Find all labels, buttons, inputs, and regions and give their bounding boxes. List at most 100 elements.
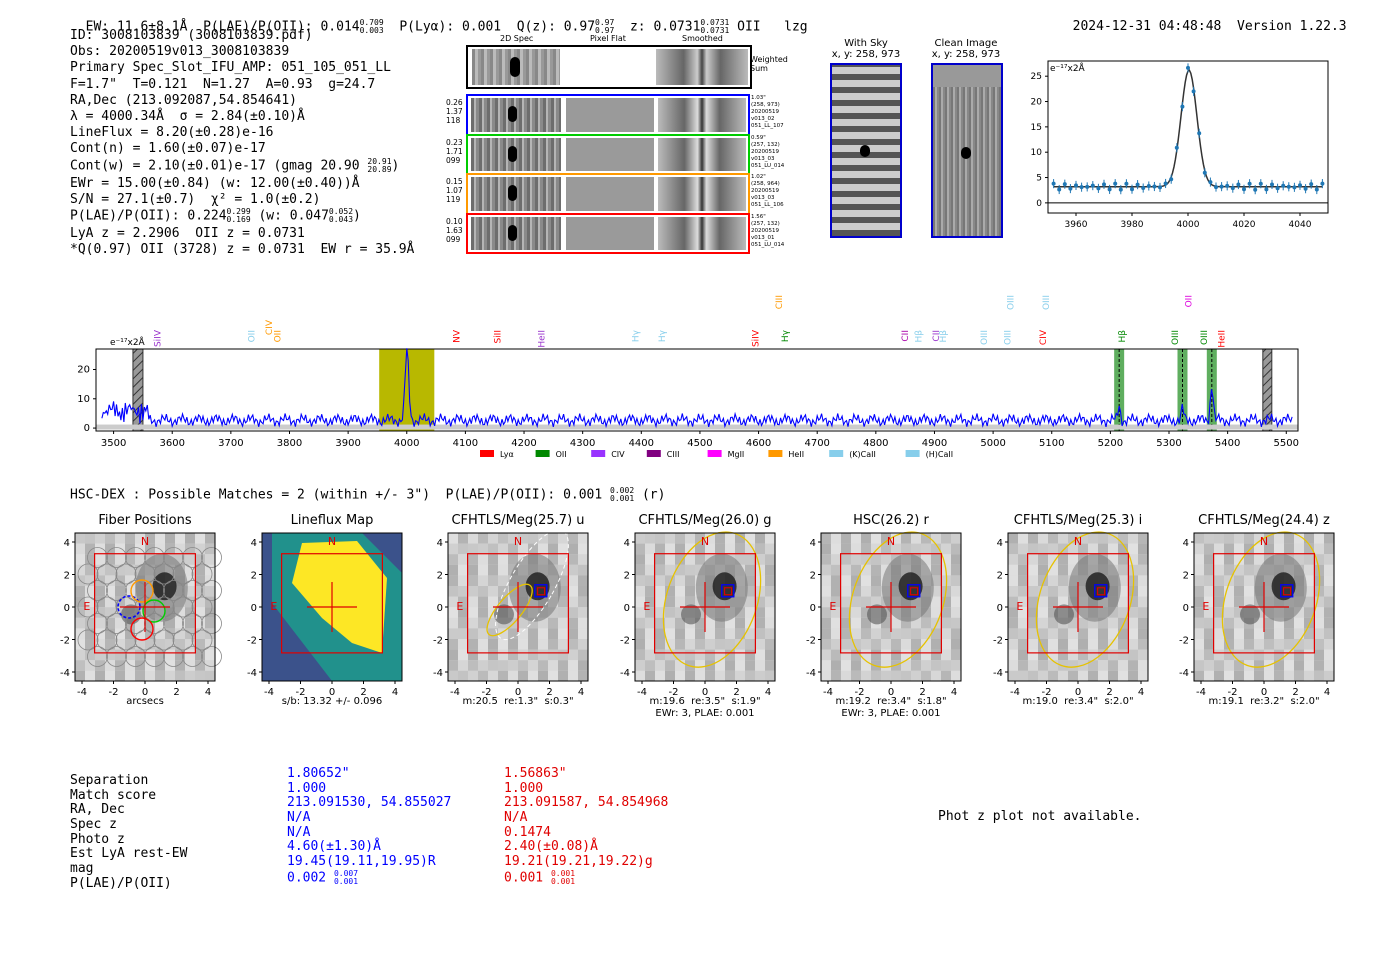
noise-pixel [1028,586,1038,597]
noise-pixel [518,649,528,661]
noise-pixel [745,575,755,586]
noise-pixel [755,543,765,555]
panel-caption2-3: EWr: 3, PLAE: 0.001 [655,708,755,719]
linefit-marker [1208,180,1213,185]
noise-pixel [881,639,891,650]
cutout-emission-2 [508,185,517,201]
noise-pixel [851,586,861,597]
east-label: E [1016,600,1023,613]
linefit-marker [1191,89,1196,94]
noise-pixel [105,660,115,671]
noise-pixel [478,670,488,682]
noise-pixel [538,670,548,682]
noise-pixel [1314,617,1324,629]
noise-pixel [1314,596,1324,608]
label-lya-ew: Est LyA rest-EW [70,846,188,862]
noise-pixel [1058,564,1068,576]
panel-ytick-label: 0 [251,603,257,614]
panel-ytick-label: -4 [433,668,443,679]
panel-ytick-label: -4 [247,668,257,679]
linefit-data-point [1079,182,1084,192]
spectrum-line-label: Hγ [631,329,641,342]
noise-pixel [675,543,685,555]
info-contw-lo: 20.89 [367,164,392,174]
linefit-data-point [1258,179,1263,189]
noise-pixel [125,639,135,650]
noise-pixel [765,533,775,544]
panel-ytick-label: 0 [624,603,630,614]
noise-pixel [448,639,458,650]
noise-pixel [1284,660,1294,671]
noise-pixel [1214,617,1224,629]
noise-pixel [478,543,488,555]
noise-pixel [821,607,831,618]
noise-pixel [95,543,105,555]
east-label: E [1202,600,1209,613]
noise-pixel [901,639,911,650]
noise-pixel [1108,607,1118,618]
noise-pixel [1138,596,1148,608]
noise-pixel [1008,564,1018,576]
noise-pixel [568,670,578,682]
noise-pixel [1194,586,1204,597]
noise-pixel [1018,617,1028,629]
m2-mag: 19.21(19.21,19.22)g [504,854,653,870]
noise-pixel [478,554,488,565]
noise-pixel [861,586,871,597]
noise-pixel [1254,660,1264,671]
noise-pixel [901,617,911,629]
cutout-right-1-2: 20200519 [751,148,779,155]
hsc-dex-band: (r) [641,487,666,503]
noise-pixel [175,670,185,682]
header-ew: EW: 11.6±8.1Å [85,19,188,35]
noise-pixel [1254,649,1264,661]
noise-pixel [1294,533,1304,544]
m1-match-score: 1.000 [287,780,327,796]
noise-pixel [911,660,921,671]
noise-pixel [655,607,665,618]
panel-ytick-label: 2 [810,571,816,582]
fiber-circle [153,629,175,651]
noise-pixel [851,660,861,671]
noise-pixel [655,586,665,597]
noise-pixel [675,533,685,544]
linefit-marker [1236,182,1241,187]
info-plae-w: (w: 0.047 [258,208,329,224]
noise-pixel [901,533,911,544]
noise-pixel [675,628,685,639]
noise-pixel [685,564,695,576]
panel-xtick-label: 4 [765,687,771,698]
noise-pixel [1028,554,1038,565]
cutout-right-2-4: 051_LL_106 [751,202,784,208]
linefit-marker [1225,183,1230,188]
noise-pixel [911,670,921,682]
aperture-ellipse [1035,531,1135,668]
noise-pixel [1128,575,1138,586]
linefit-data-point [1298,180,1302,190]
noise-pixel [745,670,755,682]
noise-pixel [1028,607,1038,618]
spectrum-xtick-label: 4200 [511,438,536,449]
noise-pixel [478,533,488,544]
noise-pixel [458,670,468,682]
noise-pixel [1128,596,1138,608]
noise-pixel [195,564,205,576]
header-lzg: lzg [784,19,808,35]
noise-pixel [578,554,588,565]
fiber-2 [142,599,166,623]
linefit-marker [1074,183,1078,188]
noise-pixel [538,617,548,629]
noise-pixel [1108,554,1118,565]
noise-pixel [921,617,931,629]
noise-pixel [1234,575,1244,586]
noise-pixel [1118,660,1128,671]
linefit-marker [1275,186,1280,191]
noise-pixel [1048,628,1058,639]
cutout-pixelflat-1 [566,137,654,171]
panel-ytick-label: 0 [1183,603,1189,614]
spectrum-legend-label: (H)CaII [926,450,953,459]
linefit-marker [1174,145,1179,150]
noise-pixel [1118,554,1128,565]
cutout-right-3-3: v013_01 [751,234,775,241]
noise-pixel [115,543,125,555]
